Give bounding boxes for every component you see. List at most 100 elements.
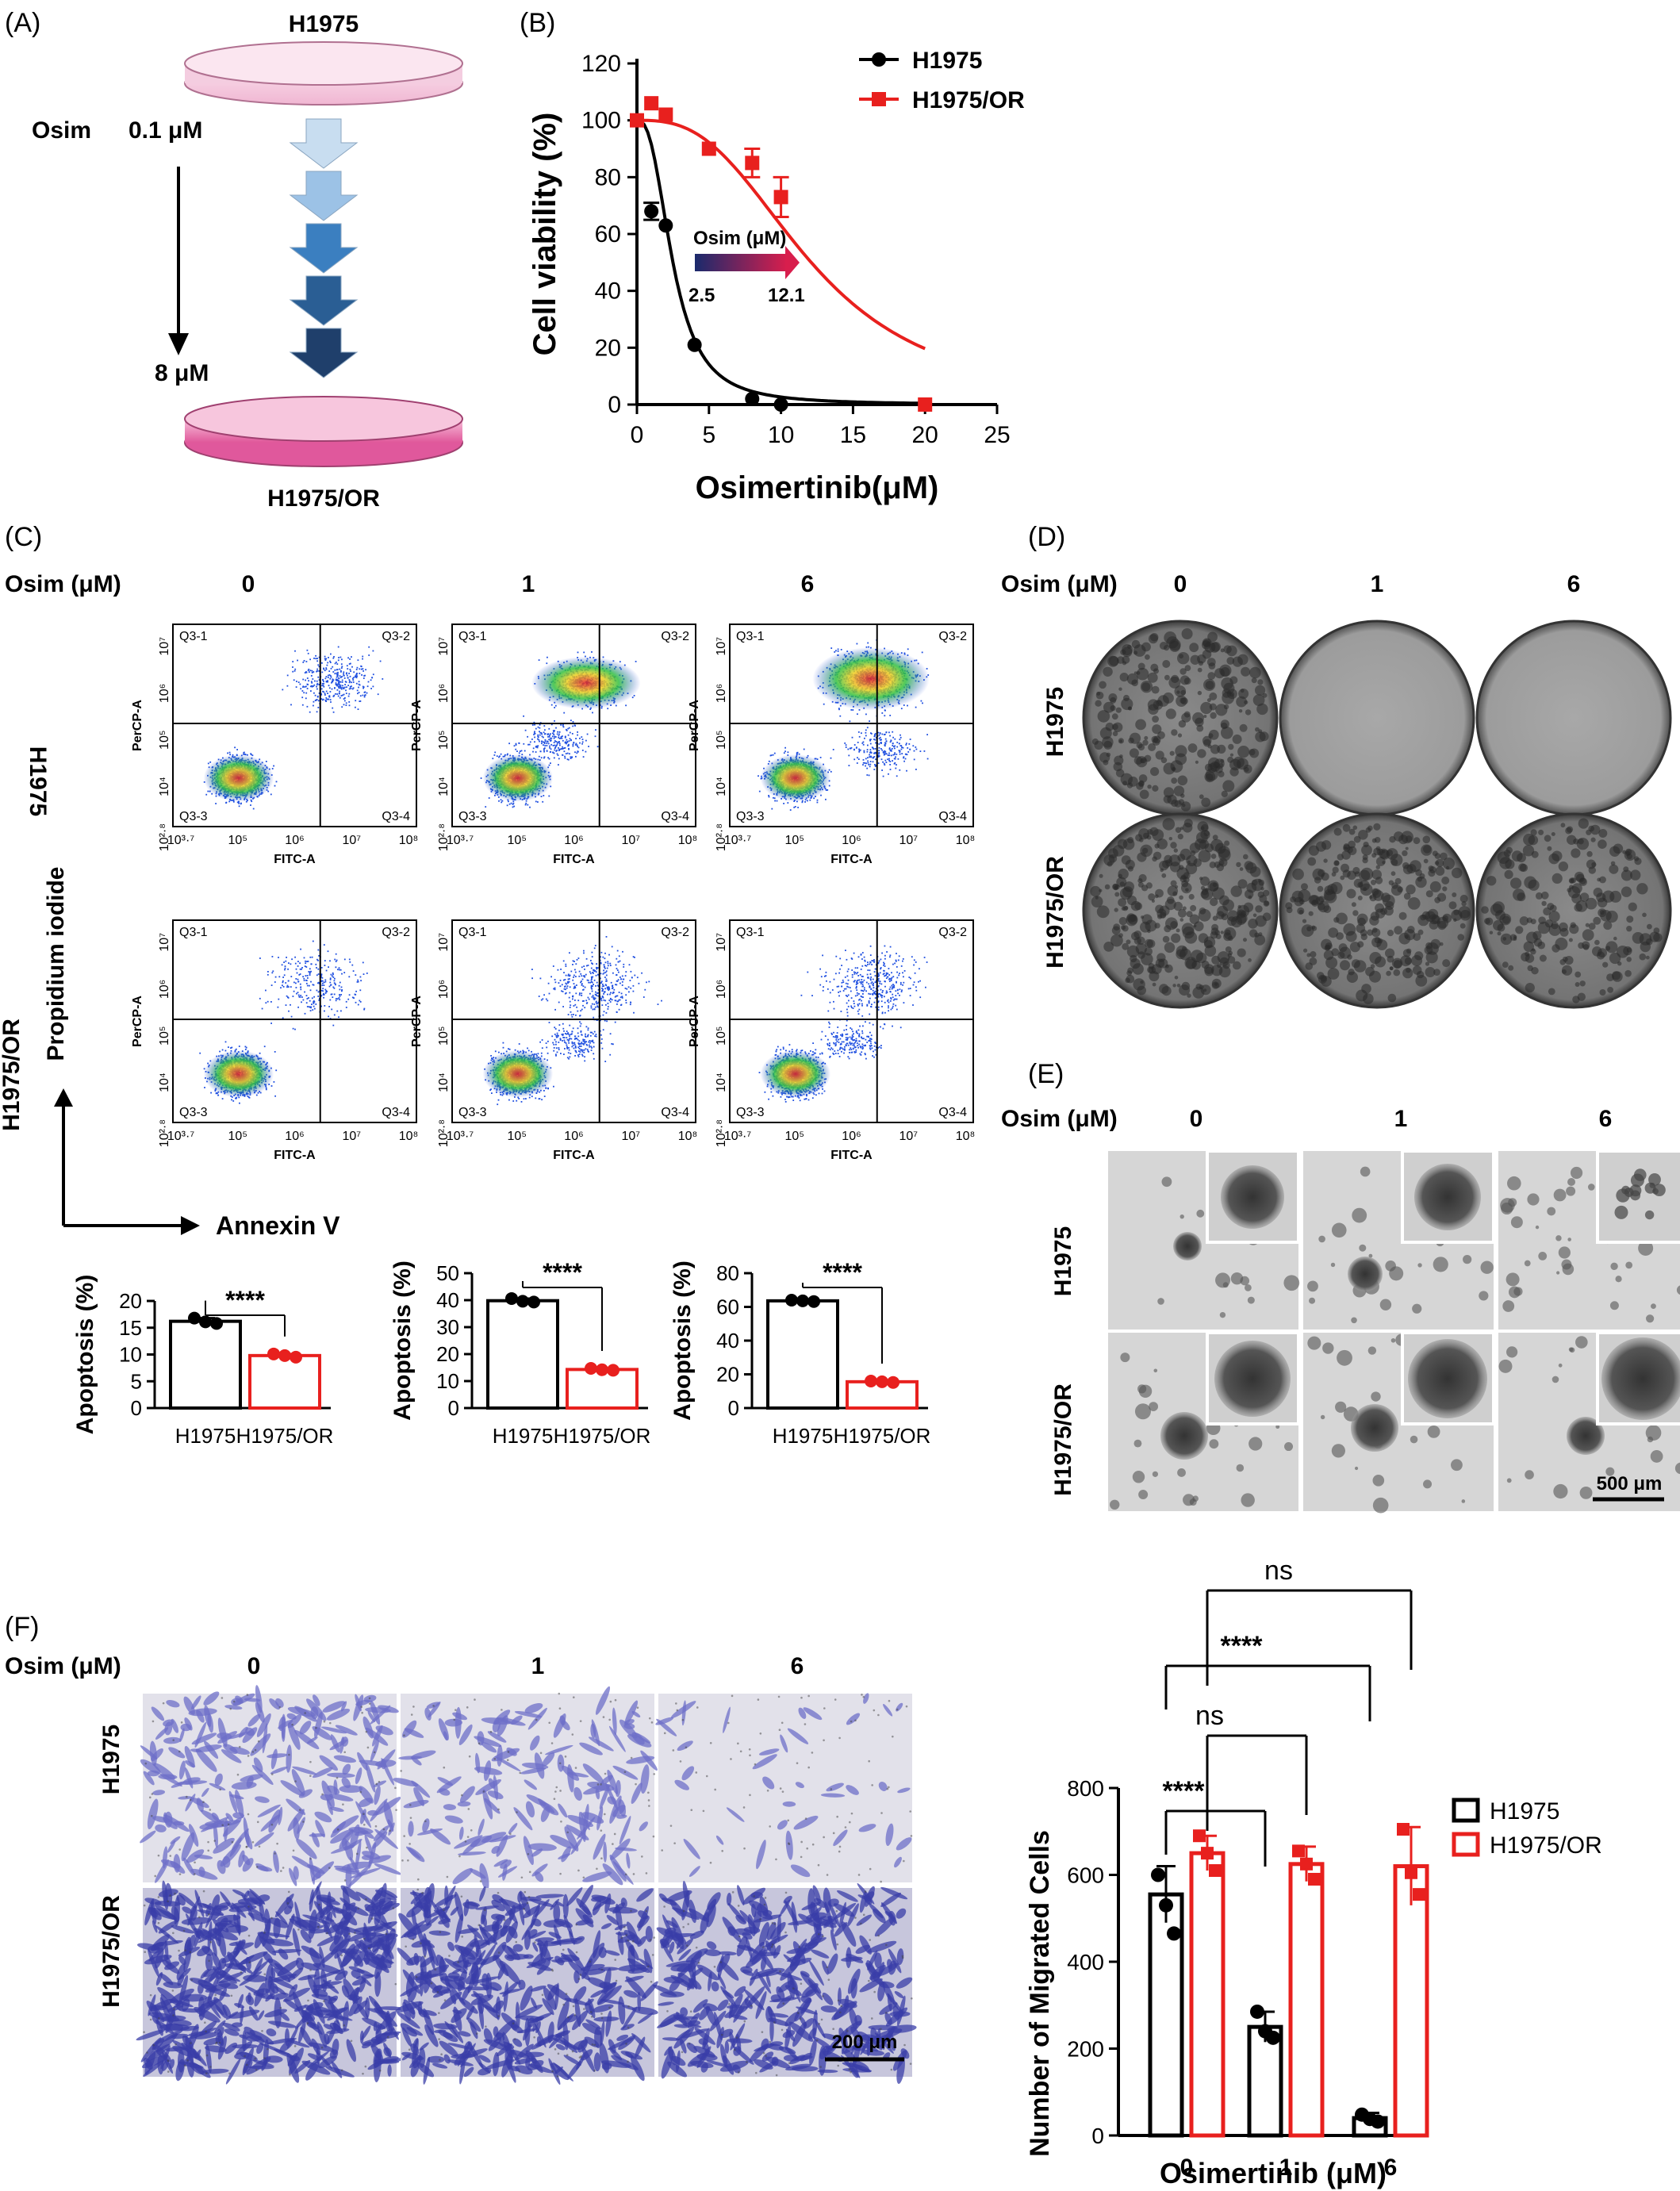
- event-dot: [244, 754, 247, 756]
- event-dot: [496, 755, 498, 758]
- event-dot: [238, 803, 240, 804]
- event-dot: [207, 762, 209, 765]
- event-dot: [796, 752, 798, 754]
- event-dot: [346, 672, 347, 674]
- event-dot: [377, 693, 379, 696]
- event-dot: [334, 669, 336, 671]
- flow-y-tick: 10⁶: [158, 684, 171, 703]
- event-dot: [371, 677, 374, 679]
- event-dot: [568, 727, 570, 729]
- event-dot: [364, 674, 366, 677]
- event-dot: [311, 670, 313, 672]
- event-dot: [337, 646, 339, 648]
- event-dot: [286, 674, 289, 677]
- event-dot: [355, 706, 356, 708]
- event-dot: [343, 700, 346, 702]
- event-dot: [345, 704, 347, 706]
- event-dot: [325, 696, 328, 699]
- event-dot: [316, 658, 318, 659]
- event-dot: [359, 700, 362, 702]
- viability-chart: 0 5 10 15 20 25020406080100120Osimertinib(μM)…: [527, 48, 1025, 505]
- event-dot: [330, 676, 332, 678]
- event-dot: [334, 673, 336, 675]
- event-dot: [512, 806, 514, 808]
- event-dot: [309, 685, 312, 688]
- event-dot: [322, 685, 324, 686]
- event-dot: [325, 658, 328, 660]
- fit-curve-h1975: [636, 118, 926, 405]
- event-dot: [583, 651, 585, 654]
- event-dot: [300, 688, 302, 690]
- step-arrow-5: [289, 328, 359, 378]
- event-dot: [513, 805, 516, 808]
- step-arrow-1: [289, 118, 359, 169]
- quadrant-q3-4: Q3-4: [661, 810, 689, 823]
- event-dot: [602, 656, 604, 658]
- event-dot: [553, 757, 555, 759]
- event-dot: [338, 686, 339, 688]
- event-dot: [544, 729, 546, 731]
- event-dot: [825, 798, 827, 800]
- event-dot: [554, 720, 555, 722]
- dish-top-label: H1975: [289, 11, 359, 37]
- event-dot: [566, 730, 568, 731]
- event-dot: [506, 804, 508, 807]
- event-dot: [316, 684, 318, 686]
- event-dot: [553, 752, 555, 754]
- event-dot: [273, 765, 274, 767]
- event-dot: [228, 751, 231, 754]
- event-dot: [527, 735, 528, 738]
- event-dot: [365, 669, 366, 671]
- event-dot: [816, 799, 819, 801]
- event-dot: [557, 731, 558, 733]
- event-dot: [921, 651, 923, 654]
- point-h1975or: [644, 96, 659, 111]
- flow-y-tick: 10⁷: [437, 637, 451, 656]
- event-dot: [513, 745, 516, 747]
- event-dot: [314, 680, 316, 682]
- event-dot: [310, 681, 313, 683]
- event-dot: [342, 685, 343, 687]
- event-dot: [837, 648, 839, 650]
- event-dot: [793, 806, 796, 808]
- event-dot: [558, 758, 560, 760]
- event-dot: [569, 738, 571, 740]
- event-dot: [336, 673, 338, 676]
- event-dot: [329, 691, 332, 693]
- event-dot: [544, 745, 547, 746]
- event-dot: [382, 678, 384, 680]
- point-h1975: [773, 397, 788, 412]
- event-dot: [567, 758, 570, 761]
- event-dot: [301, 696, 304, 699]
- event-dot: [539, 731, 540, 733]
- event-dot: [564, 755, 566, 758]
- event-dot: [332, 696, 335, 697]
- event-dot: [338, 683, 340, 685]
- flow-x-tick: 10³·⁷: [167, 834, 194, 847]
- event-dot: [366, 692, 368, 694]
- event-dot: [550, 737, 551, 739]
- event-dot: [560, 737, 562, 739]
- event-dot: [336, 678, 338, 681]
- event-dot: [828, 769, 830, 771]
- event-dot: [343, 677, 346, 679]
- event-dot: [327, 681, 328, 683]
- event-dot: [553, 733, 554, 735]
- event-dot: [236, 749, 238, 750]
- event-dot: [555, 741, 558, 742]
- event-dot: [540, 757, 543, 759]
- event-dot: [339, 690, 340, 693]
- event-dot: [320, 688, 323, 690]
- event-dot: [774, 800, 776, 802]
- event-dot: [574, 744, 577, 746]
- flow-y-title: PerCP-A: [131, 700, 144, 751]
- event-dot: [567, 744, 570, 746]
- step-arrow-3: [289, 223, 359, 274]
- event-dot: [352, 679, 355, 681]
- event-dot: [358, 681, 360, 683]
- event-dot: [361, 674, 362, 676]
- event-dot: [560, 736, 562, 738]
- event-dot: [574, 725, 576, 727]
- event-dot: [543, 749, 545, 751]
